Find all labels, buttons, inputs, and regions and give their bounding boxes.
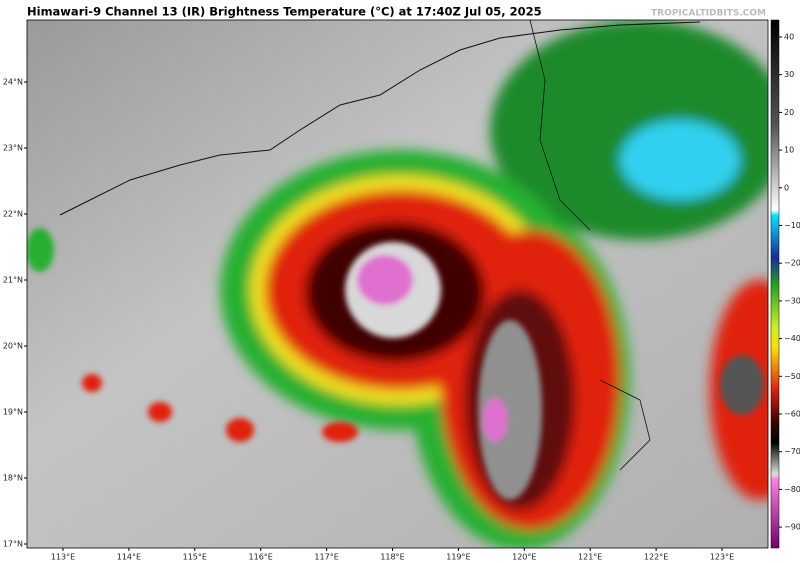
lon-label: 115°E [183,553,207,562]
colorbar-label: −90 [784,523,800,532]
lon-label: 116°E [249,553,273,562]
lat-label: 24°N [3,78,23,87]
lon-label: 119°E [446,553,470,562]
lon-label: 122°E [644,553,668,562]
colorbar-label: −30 [784,296,800,305]
colorbar-label: −50 [784,372,800,381]
lon-label: 113°E [51,553,75,562]
colorbar-label: −80 [784,485,800,494]
map-frame [26,19,769,549]
lat-label: 22°N [3,210,23,219]
lat-label: 18°N [3,474,23,483]
lat-label: 20°N [3,342,23,351]
colorbar-label: 30 [784,70,794,79]
lat-label: 19°N [3,408,23,417]
colorbar-label: 20 [784,108,794,117]
colorbar [770,19,780,549]
colorbar-label: 10 [784,146,794,155]
lon-label: 118°E [380,553,404,562]
lat-label: 17°N [3,540,23,549]
imagery [27,20,768,548]
lon-label: 114°E [117,553,141,562]
colorbar-label: −40 [784,334,800,343]
colorbar-label: −10 [784,221,800,230]
colorbar-label: −20 [784,259,800,268]
lat-label: 23°N [3,144,23,153]
lon-label: 123°E [710,553,734,562]
colorbar-label: −70 [784,447,800,456]
colorbar-label: −60 [784,410,800,419]
lon-label: 120°E [512,553,536,562]
colorbar-label: 0 [784,183,789,192]
colorbar-label: 40 [784,33,794,42]
lat-label: 21°N [3,276,23,285]
lon-label: 121°E [578,553,602,562]
lon-label: 117°E [314,553,338,562]
credit: TROPICALTIDBITS.COM [651,9,766,19]
title: Himawari-9 Channel 13 (IR) Brightness Te… [27,5,542,19]
